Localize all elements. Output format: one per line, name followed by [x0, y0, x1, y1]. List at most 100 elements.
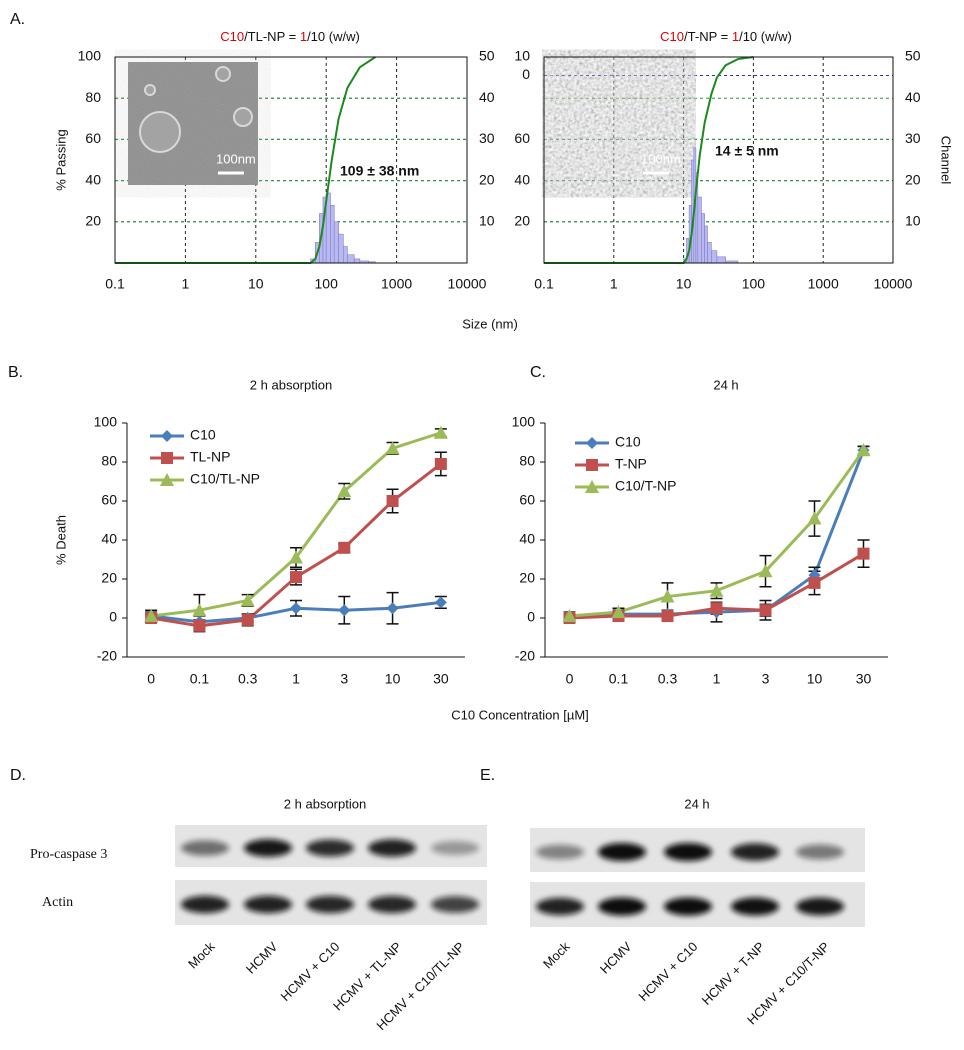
blot-band [731, 843, 779, 861]
marker [660, 589, 675, 603]
histogram-bar [333, 221, 339, 264]
marker [338, 541, 351, 554]
legend-label: TL-NP [190, 449, 230, 465]
x-tick-label: 0.1 [105, 276, 125, 292]
inset-particle [144, 84, 156, 96]
x-tick-label: 10 [807, 671, 823, 687]
y2-tick-label: 10 [479, 213, 495, 229]
y-tick-label: 60 [514, 130, 530, 146]
x-tick-label: 0.1 [190, 671, 210, 687]
panel-label: D. [10, 767, 26, 784]
x-tick-label: 1 [610, 276, 618, 292]
x-tick-label: 0 [147, 671, 155, 687]
marker [338, 604, 351, 617]
histogram-bar [347, 254, 355, 264]
blot-band [368, 839, 416, 857]
histogram-bar [343, 246, 348, 264]
marker [386, 495, 399, 507]
marker [386, 602, 399, 615]
x-tick-label: 0.3 [238, 671, 258, 687]
y-tick-label: 20 [85, 213, 101, 229]
panel-label: B. [8, 364, 23, 381]
blot-band [306, 895, 354, 914]
blot-band [536, 897, 584, 916]
x-tick-label: 100 [742, 276, 766, 292]
y-tick-label: 20 [519, 570, 535, 586]
x-tick-label: 30 [433, 671, 449, 687]
lane-label: Mock [540, 939, 573, 972]
y-axis-label: % Passing [53, 129, 68, 190]
row-label: Pro-caspase 3 [30, 847, 107, 862]
marker [758, 564, 773, 578]
y-tick-label: 40 [519, 531, 535, 547]
chart-title: 24 h [713, 377, 738, 392]
y-tick-label: -20 [97, 648, 117, 664]
legend-marker [161, 430, 173, 442]
histogram-bar [330, 205, 335, 264]
y-tick-label: 10 [514, 48, 530, 64]
lane-label: HCMV + C10 [636, 939, 701, 1004]
x-tick-label: 0.1 [609, 671, 629, 687]
blot-band [431, 896, 479, 913]
lane-label: HCMV + T-NP [699, 939, 768, 1008]
inset-particle [139, 111, 181, 153]
marker [857, 547, 870, 560]
panel-label: A. [10, 11, 25, 28]
legend-label: C10 [615, 434, 641, 450]
marker [434, 457, 447, 470]
histogram-bar [707, 242, 712, 264]
histogram-bar [697, 196, 702, 264]
marker [290, 602, 302, 615]
plot-frame [543, 56, 894, 264]
cumulative-line [115, 56, 376, 264]
title-part: /T-NP = [684, 29, 732, 44]
marker [807, 511, 822, 525]
x-tick-label: 10 [676, 276, 692, 292]
marker [144, 609, 159, 623]
x-tick-label: 1 [292, 671, 300, 687]
y2-tick-label: 50 [479, 48, 495, 64]
blot-band [598, 843, 646, 861]
blot-band [244, 839, 292, 857]
y-tick-label: -20 [515, 648, 535, 664]
x-tick-label: 100 [315, 276, 339, 292]
histogram-bar [701, 213, 705, 264]
histogram-bar [338, 233, 344, 264]
marker [290, 571, 302, 584]
y-tick-label: 100 [78, 48, 102, 64]
y-tick-label: 40 [514, 171, 530, 187]
x-tick-label: 1 [182, 276, 190, 292]
x-tick-label: 30 [856, 671, 872, 687]
panel-label: E. [480, 767, 495, 784]
annotation: 14 ± 5 nm [715, 143, 779, 159]
plot-frame [114, 56, 468, 264]
marker [562, 609, 577, 623]
y-tick-label: 80 [85, 89, 101, 105]
x-tick-label: 0 [566, 671, 574, 687]
blot-title: 24 h [684, 796, 709, 811]
y-tick-label: 80 [519, 453, 535, 469]
title-part: 1 [300, 29, 307, 44]
title-part: 1 [732, 29, 739, 44]
marker [240, 593, 255, 607]
legend-marker [161, 452, 173, 464]
blot-band [306, 839, 354, 857]
blot-band [431, 840, 479, 856]
histogram-bar [704, 225, 708, 264]
x-tick-label: 10 [385, 671, 401, 687]
histogram-bar [711, 250, 718, 264]
y-tick-label: 100 [94, 414, 118, 430]
y2-axis-label: Channel [939, 136, 954, 185]
row-label: Actin [42, 895, 73, 910]
x-tick-label: 0.3 [658, 671, 678, 687]
inset-particle [233, 107, 253, 127]
x-axis-label: C10 Concentration [µM] [451, 707, 589, 722]
legend-label: C10/TL-NP [190, 471, 260, 487]
marker [433, 425, 448, 439]
blot-band [181, 895, 229, 914]
legend-marker [585, 480, 599, 493]
lane-label: HCMV + C10 [278, 939, 343, 1004]
blot-band [368, 895, 416, 914]
title-part: C10 [660, 29, 684, 44]
